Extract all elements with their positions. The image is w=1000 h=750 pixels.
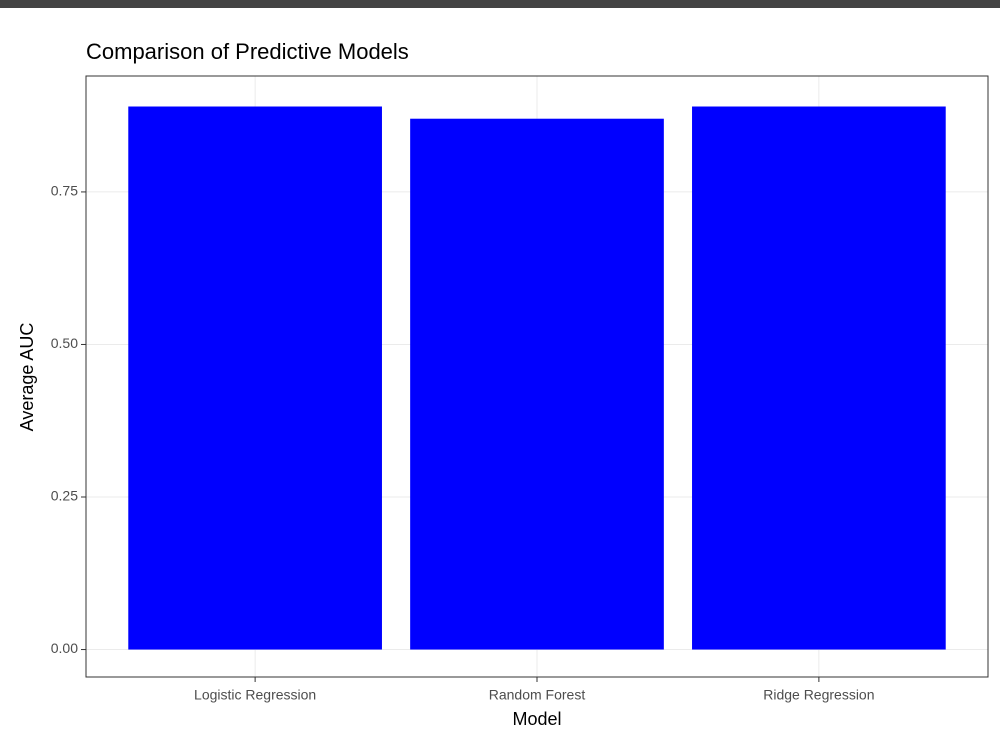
bar <box>128 106 382 650</box>
y-tick-label: 0.25 <box>51 488 78 504</box>
chart-title: Comparison of Predictive Models <box>86 39 409 64</box>
bar <box>692 106 946 650</box>
y-tick-label: 0.75 <box>51 183 78 199</box>
window-bar <box>0 0 1000 8</box>
y-tick-label: 0.50 <box>51 335 78 351</box>
x-axis-label: Model <box>512 709 561 729</box>
y-axis-label: Average AUC <box>17 323 37 432</box>
x-tick-label: Random Forest <box>489 687 586 703</box>
y-tick-label: 0.00 <box>51 640 78 656</box>
x-tick-label: Logistic Regression <box>194 687 316 703</box>
marks-layer <box>128 106 946 650</box>
x-tick-label: Ridge Regression <box>763 687 874 703</box>
bar <box>410 118 664 650</box>
